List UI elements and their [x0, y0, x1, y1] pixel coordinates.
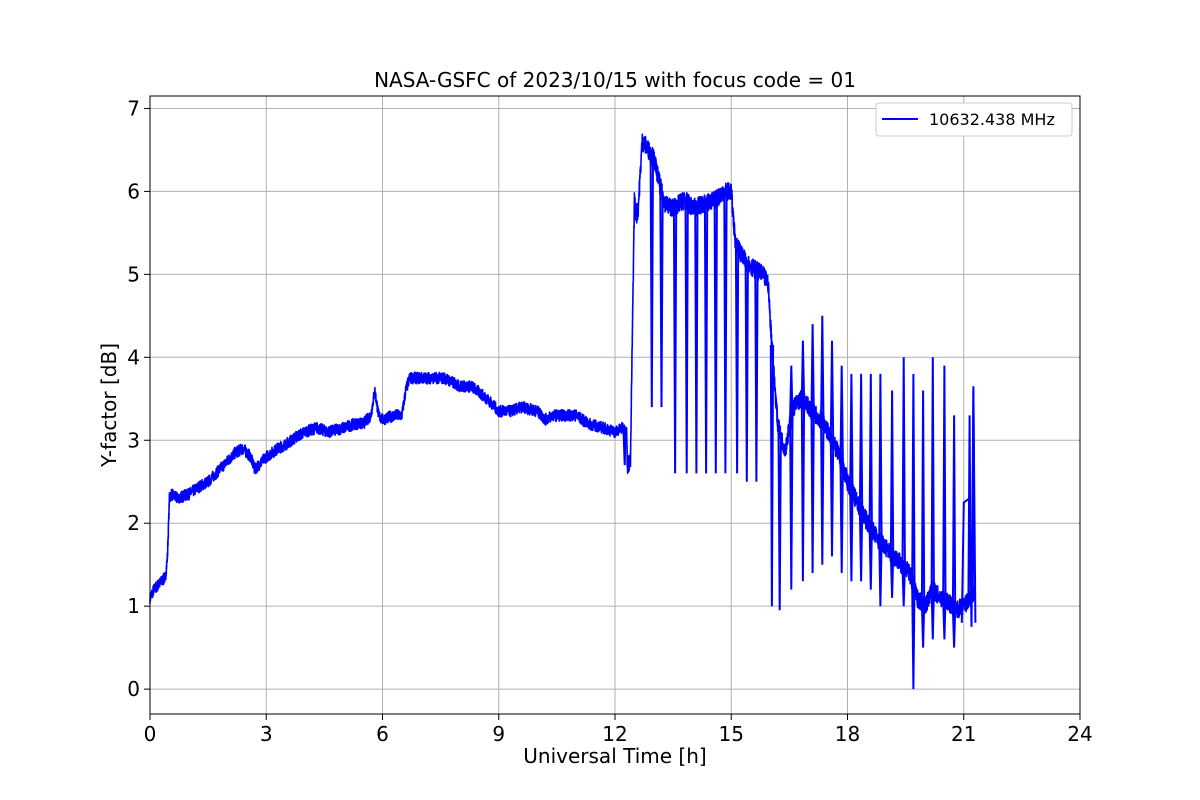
series-dip — [777, 431, 782, 611]
series-dip — [622, 429, 627, 466]
series-dip — [723, 191, 728, 474]
plot-layer — [149, 133, 977, 690]
series-spike — [901, 357, 906, 567]
x-tick-label: 12 — [602, 722, 627, 746]
series-dip — [930, 589, 935, 640]
series-dip — [769, 344, 775, 607]
y-tick-label: 5 — [127, 262, 140, 286]
series-dip — [878, 541, 883, 607]
series-dip — [868, 527, 873, 590]
series-spike — [800, 340, 806, 401]
series-spike — [789, 365, 794, 418]
y-tick-label: 3 — [127, 428, 140, 452]
series-spike — [951, 415, 957, 609]
x-tick-label: 18 — [835, 722, 860, 746]
x-tick-label: 15 — [719, 722, 744, 746]
series-spike — [889, 390, 895, 555]
series-spike — [829, 340, 835, 441]
series-dip — [649, 155, 654, 408]
series-spike — [920, 390, 926, 605]
series-dip — [858, 510, 864, 582]
series-dip — [734, 245, 740, 474]
series-dip — [829, 440, 835, 557]
series-spike — [942, 365, 947, 600]
x-axis-label: Universal Time [h] — [523, 744, 706, 768]
series-tail — [960, 390, 977, 627]
x-tick-label: 6 — [376, 722, 389, 746]
series-dip — [744, 261, 749, 482]
x-tick-label: 24 — [1067, 722, 1092, 746]
series-dip — [659, 191, 664, 408]
series-dip — [901, 566, 906, 607]
y-tick-label: 7 — [127, 96, 140, 120]
series-spike — [810, 324, 815, 412]
series-dip — [684, 201, 689, 474]
y-tick-label: 2 — [127, 511, 140, 535]
series-spike — [868, 373, 873, 528]
series-dip — [920, 604, 926, 648]
series-dip — [951, 608, 957, 648]
series-dip — [672, 206, 678, 474]
series-dip — [789, 417, 794, 590]
legend-series-label: 10632.438 MHz — [929, 110, 1055, 129]
x-tick-label: 0 — [144, 722, 157, 746]
series-spike — [858, 373, 864, 511]
series-dip — [694, 206, 699, 474]
y-tick-label: 1 — [127, 594, 140, 618]
y-axis-label: Y-factor [dB] — [97, 343, 121, 468]
series-dip — [942, 599, 947, 640]
series-dip — [911, 585, 916, 690]
series-dip — [810, 411, 815, 574]
series-dip — [703, 203, 709, 474]
series-dip — [849, 489, 854, 582]
x-tick-label: 21 — [951, 722, 976, 746]
series-dip — [839, 463, 844, 574]
legend: 10632.438 MHz — [875, 102, 1073, 137]
series-dip — [754, 270, 759, 482]
y-tick-label: 4 — [127, 345, 140, 369]
series-spike — [849, 373, 854, 491]
series-dip — [713, 199, 718, 474]
x-tick-label: 9 — [492, 722, 505, 746]
series-spike — [820, 315, 825, 422]
series-dip — [820, 421, 825, 565]
series-dip — [800, 400, 806, 582]
series-line — [149, 133, 976, 619]
series-spike — [930, 357, 935, 590]
series-spike — [839, 365, 844, 464]
y-tick-label: 6 — [127, 179, 140, 203]
y-tick-label: 0 — [127, 677, 140, 701]
chart-title: NASA-GSFC of 2023/10/15 with focus code … — [374, 68, 856, 92]
legend-box — [875, 102, 1073, 137]
series-spike — [911, 373, 916, 586]
x-tick-label: 3 — [260, 722, 273, 746]
series-dip — [889, 554, 895, 598]
series-spike — [878, 373, 883, 542]
